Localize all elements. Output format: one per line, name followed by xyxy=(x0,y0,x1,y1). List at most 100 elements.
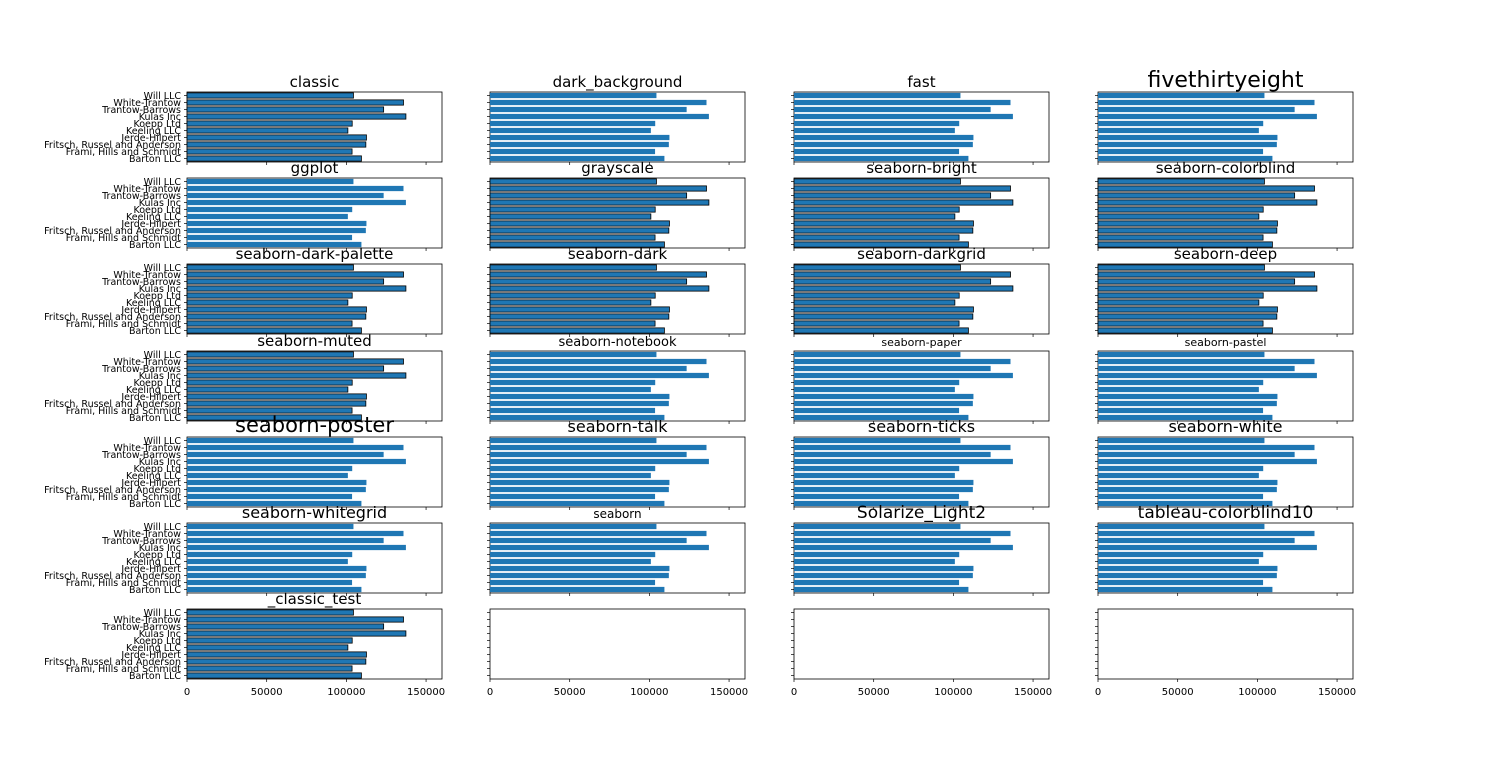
bar-jerde-hilpert xyxy=(187,479,367,486)
bar-keeling-llc xyxy=(186,299,349,306)
bar-frami-hills-and-schmidt xyxy=(186,407,353,414)
bar-white-trantow xyxy=(186,616,404,623)
subplot-title: fivethirtyeight xyxy=(1148,68,1304,93)
category-label: White-Trantow xyxy=(113,443,181,454)
bar-koepp-ltd xyxy=(1098,379,1264,386)
bar-jerde-hilpert xyxy=(794,393,974,400)
bar-white-trantow xyxy=(1098,358,1315,365)
bar-jerde-hilpert xyxy=(793,306,974,313)
bar-keeling-llc xyxy=(186,386,349,393)
subplot-title: seaborn-poster xyxy=(235,413,394,437)
bar-will-llc xyxy=(1098,351,1265,358)
bar-kulas-inc xyxy=(187,544,406,551)
bar-trantow-barrows xyxy=(187,537,384,544)
category-label: Jerde-Hilpert xyxy=(120,392,181,403)
bar-keeling-llc xyxy=(490,127,651,134)
x-tick-label: 150000 xyxy=(1014,687,1052,698)
subplot: Solarize_Light2 xyxy=(791,503,1050,596)
bar-trantow-barrows xyxy=(186,106,385,113)
subplot-title: seaborn xyxy=(593,507,641,521)
bar-trantow-barrows xyxy=(490,451,687,458)
subplot: 0 50000 100000 150000 xyxy=(791,608,1052,698)
bar-trantow-barrows xyxy=(1097,192,1296,199)
bar-jerde-hilpert xyxy=(1097,306,1278,313)
bar-barton-llc xyxy=(1097,327,1273,334)
category-label: Keeling LLC xyxy=(126,212,181,223)
bar-will-llc xyxy=(187,523,354,530)
bar-kulas-inc xyxy=(186,630,407,637)
subplot: seaborn-talk xyxy=(487,417,746,510)
bar-frami-hills-and-schmidt xyxy=(187,493,353,500)
bar-frami-hills-and-schmidt xyxy=(186,665,353,672)
bar-fritsch-russel-and-anderson xyxy=(1097,227,1278,234)
bar-kulas-inc xyxy=(186,372,407,379)
bar-fritsch-russel-and-anderson xyxy=(186,658,367,665)
category-label: Koepp Ltd xyxy=(133,291,181,302)
bar-keeling-llc xyxy=(1098,127,1259,134)
category-label: Jerde-Hilpert xyxy=(120,305,181,316)
bar-jerde-hilpert xyxy=(187,565,367,572)
category-label: Barton LLC xyxy=(129,499,181,510)
bar-koepp-ltd xyxy=(1098,551,1264,558)
bar-jerde-hilpert xyxy=(1098,393,1278,400)
bar-keeling-llc xyxy=(1097,213,1260,220)
bar-trantow-barrows xyxy=(1097,278,1296,285)
bar-keeling-llc xyxy=(187,472,348,479)
bar-barton-llc xyxy=(794,586,969,593)
bar-fritsch-russel-and-anderson xyxy=(186,313,367,320)
bar-jerde-hilpert xyxy=(490,134,670,141)
bar-will-llc xyxy=(187,437,354,444)
bar-barton-llc xyxy=(1098,155,1273,162)
category-label: White-Trantow xyxy=(113,357,181,368)
category-label: Jerde-Hilpert xyxy=(120,650,181,661)
bar-barton-llc xyxy=(490,414,665,421)
bar-white-trantow xyxy=(187,185,404,192)
bar-frami-hills-and-schmidt xyxy=(1097,234,1264,241)
subplot-title: seaborn-muted xyxy=(257,332,372,350)
subplot-title: seaborn-paper xyxy=(881,336,962,349)
bar-koepp-ltd xyxy=(793,206,960,213)
bar-jerde-hilpert xyxy=(489,306,670,313)
bar-fritsch-russel-and-anderson xyxy=(1098,486,1277,493)
bar-trantow-barrows xyxy=(187,451,384,458)
bar-white-trantow xyxy=(490,444,707,451)
bar-will-llc xyxy=(1098,437,1265,444)
subplot: 0 50000 100000 150000 xyxy=(487,608,748,698)
bar-fritsch-russel-and-anderson xyxy=(490,572,669,579)
bar-white-trantow xyxy=(489,271,707,278)
category-label: Will LLC xyxy=(144,436,182,447)
subplot-title: Solarize_Light2 xyxy=(857,503,986,523)
category-label: Fritsch, Russel and Anderson xyxy=(44,312,181,323)
bar-trantow-barrows xyxy=(490,106,687,113)
bar-jerde-hilpert xyxy=(186,134,367,141)
bar-barton-llc xyxy=(187,500,362,507)
x-tick-label: 0 xyxy=(791,687,797,698)
bar-barton-llc xyxy=(793,241,969,248)
category-label: Kulas Inc xyxy=(139,112,181,123)
bar-keeling-llc xyxy=(794,127,955,134)
bar-frami-hills-and-schmidt xyxy=(793,320,960,327)
subplot: seaborn-ticks xyxy=(791,417,1050,510)
subplot-title: fast xyxy=(907,73,935,91)
bar-will-llc xyxy=(1098,92,1265,99)
x-tick-label: 100000 xyxy=(934,687,972,698)
bar-white-trantow xyxy=(186,358,404,365)
bar-frami-hills-and-schmidt xyxy=(186,148,353,155)
bar-white-trantow xyxy=(1098,444,1315,451)
bar-will-llc xyxy=(1097,264,1265,271)
subplot-title: seaborn-notebook xyxy=(559,335,677,350)
bar-barton-llc xyxy=(1098,586,1273,593)
bar-keeling-llc xyxy=(186,127,349,134)
subplot-title: seaborn-whitegrid xyxy=(242,503,387,522)
bar-trantow-barrows xyxy=(489,278,688,285)
bar-kulas-inc xyxy=(187,199,406,206)
bar-keeling-llc xyxy=(794,472,955,479)
bar-will-llc xyxy=(186,92,354,99)
subplot-title: seaborn-bright xyxy=(866,159,977,177)
category-label: Kulas Inc xyxy=(139,629,181,640)
bar-jerde-hilpert xyxy=(489,220,670,227)
bar-will-llc xyxy=(1097,178,1265,185)
